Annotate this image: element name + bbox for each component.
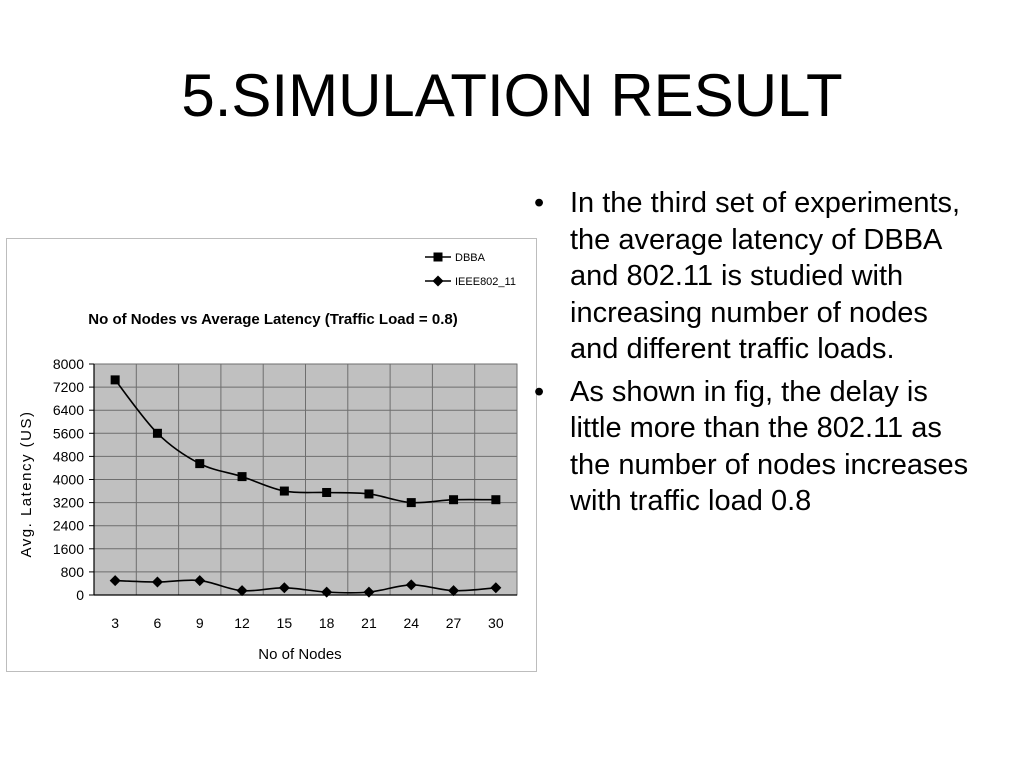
y-tick-label: 4000 [53, 472, 84, 488]
data-point-ieee802_11 [236, 585, 248, 597]
chart-container: 0 800 1600 2400 3200 4000 4800 5600 6400 7200 8000… [6, 238, 537, 672]
slide-title: 5.SIMULATION RESULT [181, 62, 843, 129]
y-tick-label: 7200 [53, 379, 84, 395]
data-point-dbba [279, 486, 289, 496]
legend-label: DBBA [455, 252, 486, 264]
data-point-dbba [449, 495, 459, 505]
latency-chart: 0 800 1600 2400 3200 4000 4800 5600 6400 7200 8000… [18, 252, 518, 663]
data-point-ieee802_11 [490, 582, 502, 594]
y-tick-label: 4800 [53, 448, 84, 464]
data-point-dbba [152, 428, 162, 438]
y-axis-label: Avg. Latency (US) [18, 411, 35, 558]
series-line-dbba [114, 379, 496, 504]
data-point-ieee802_11 [321, 586, 333, 598]
y-tick-label: 800 [61, 564, 85, 580]
chart-legend: DBBA IEEE802_11 [425, 252, 516, 288]
x-tick-label: 9 [196, 615, 204, 631]
x-tick-label: 21 [361, 615, 377, 631]
data-point-dbba [406, 498, 416, 508]
data-point-ieee802_11 [109, 575, 121, 587]
x-tick-label: 30 [488, 615, 504, 631]
data-point-ieee802_11 [278, 582, 290, 594]
bullet-item: • In the third set of experiments, the a… [534, 185, 974, 368]
data-point-ieee802_11 [363, 586, 375, 598]
legend-marker [432, 275, 444, 287]
data-point-ieee802_11 [448, 585, 460, 597]
chart-title: No of Nodes vs Average Latency (Traffic … [88, 311, 457, 328]
x-tick-label: 27 [446, 615, 462, 631]
bullet-marker: • [534, 375, 545, 408]
bullet-marker: • [534, 187, 545, 219]
x-tick-label: 24 [403, 615, 419, 631]
data-point-dbba [110, 375, 120, 385]
x-tick-label: 12 [234, 615, 250, 631]
y-tick-label: 2400 [53, 518, 84, 534]
series-line-ieee802_11 [115, 579, 496, 594]
x-tick-label: 18 [319, 615, 335, 631]
bullet-list: • In the third set of experiments, the a… [534, 185, 974, 526]
y-tick-label: 5600 [53, 425, 84, 441]
x-axis-label: No of Nodes [258, 646, 341, 663]
y-tick-label: 8000 [53, 356, 84, 372]
data-point-dbba [364, 489, 374, 499]
y-tick-label: 0 [76, 587, 84, 603]
data-point-dbba [195, 459, 205, 469]
x-tick-label: 15 [277, 615, 293, 631]
data-point-dbba [322, 487, 332, 497]
data-point-ieee802_11 [151, 576, 163, 588]
data-point-ieee802_11 [194, 575, 206, 587]
bullet-text: As shown in fig, the delay is little mor… [570, 375, 969, 518]
legend-label: IEEE802_11 [455, 276, 516, 288]
y-tick-label: 1600 [53, 541, 84, 557]
legend-marker [433, 252, 443, 262]
data-point-ieee802_11 [405, 579, 417, 591]
y-tick-label: 3200 [53, 495, 84, 511]
data-point-dbba [237, 472, 247, 482]
y-tick-label: 6400 [53, 402, 84, 418]
x-tick-label: 6 [154, 615, 162, 631]
x-tick-label: 3 [111, 615, 119, 631]
data-point-dbba [491, 495, 501, 505]
bullet-text: In the third set of experiments, the ave… [570, 187, 961, 365]
bullet-item: • As shown in fig, the delay is little m… [534, 374, 974, 520]
